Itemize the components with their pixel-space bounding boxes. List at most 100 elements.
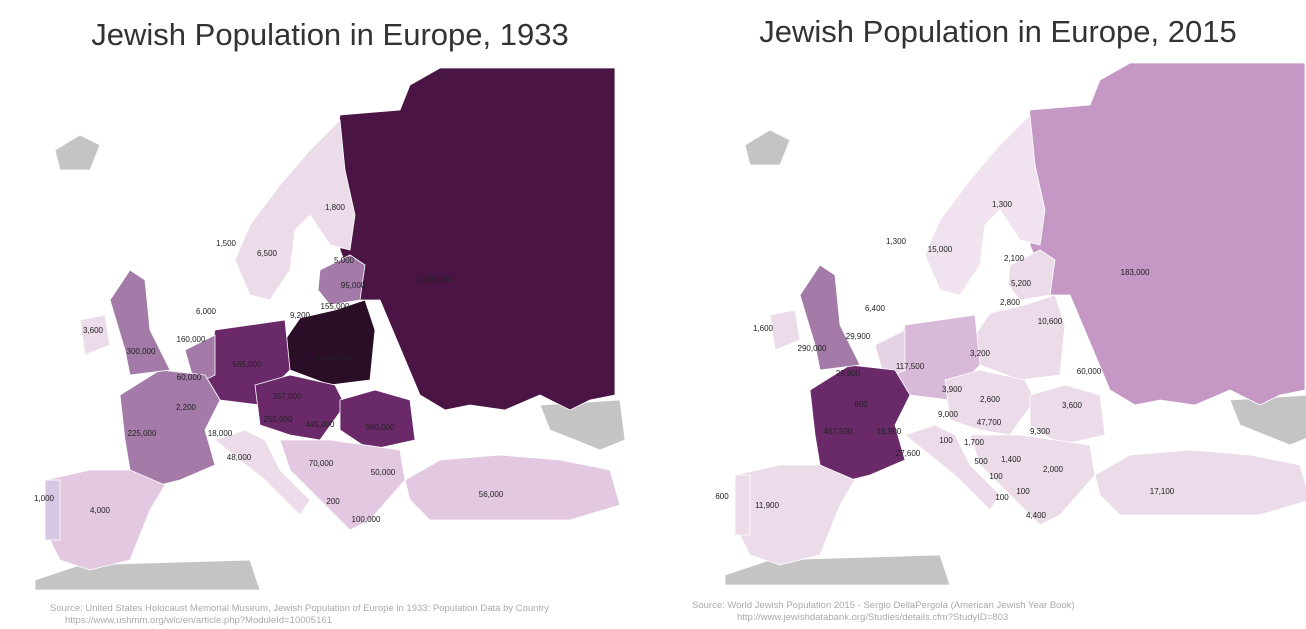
country-label: 445,000 [306, 420, 335, 429]
country [214, 429, 311, 516]
country-label: 1,600 [753, 324, 774, 333]
country [1007, 249, 1056, 301]
country-label: 357,000 [273, 392, 302, 401]
country [539, 399, 626, 451]
country-label: 600 [715, 492, 729, 501]
country-label: 160,000 [177, 335, 206, 344]
country-label: 100 [989, 472, 1003, 481]
source: Source: United States Holocaust Memorial… [50, 603, 549, 614]
country-label: 100 [995, 493, 1009, 502]
country-label: 1,300 [886, 237, 907, 246]
country-label: 500 [974, 457, 988, 466]
country-label: 3,000,000 [315, 354, 351, 363]
country-label: 1,300 [992, 200, 1013, 209]
country [334, 67, 616, 411]
country-label: 5,000 [334, 256, 355, 265]
country-label: 565,000 [233, 360, 262, 369]
country [339, 389, 416, 451]
country-label: 1,500 [216, 239, 237, 248]
country [404, 454, 621, 521]
country-label: 3,600 [1062, 401, 1083, 410]
country-label: 290,000 [798, 344, 827, 353]
country [54, 134, 101, 171]
country [734, 474, 751, 536]
country [44, 469, 166, 571]
country-label: 5,200 [1011, 279, 1032, 288]
country [1029, 384, 1106, 446]
country-label: 155,000 [321, 302, 350, 311]
country-label: 15,000 [928, 245, 953, 254]
country-label: 183,000 [1121, 268, 1150, 277]
country-label: 9,000 [938, 410, 959, 419]
country-label: 4,000 [90, 506, 111, 515]
source-url: http://www.jewishdatabank.org/Studies/de… [737, 612, 1008, 623]
country-label: 1,400 [1001, 455, 1022, 464]
country-label: 18,000 [208, 429, 233, 438]
country-label: 2,000 [1043, 465, 1064, 474]
country-label: 2,600 [980, 395, 1001, 404]
country [969, 434, 1096, 526]
country [109, 269, 171, 376]
country-label: 60,000 [1077, 367, 1102, 376]
country-label: 9,300 [1030, 427, 1051, 436]
country-label: 2,800 [1000, 298, 1021, 307]
country [724, 554, 951, 586]
country [79, 314, 111, 356]
country-label: 27,600 [896, 449, 921, 458]
country-label: 467,500 [824, 427, 853, 436]
country-label: 600 [854, 400, 868, 409]
country [284, 299, 376, 386]
country-label: 9,200 [290, 311, 311, 320]
country-label: 250,000 [264, 415, 293, 424]
country-label: 3,200 [970, 349, 991, 358]
country [734, 464, 856, 566]
country [974, 294, 1066, 381]
country [234, 119, 356, 301]
country [1229, 394, 1306, 446]
country-label: 47,700 [977, 418, 1002, 427]
country [744, 129, 791, 166]
country-label: 18,900 [877, 427, 902, 436]
country-label: 100 [939, 436, 953, 445]
country [44, 479, 61, 541]
country-label: 10,600 [1038, 317, 1063, 326]
country-label: 117,500 [896, 362, 925, 371]
country [924, 114, 1046, 296]
map-1933 [34, 67, 626, 591]
country-label: 3,600 [83, 326, 104, 335]
country [279, 439, 406, 531]
country [809, 364, 911, 481]
country-label: 29,900 [846, 332, 871, 341]
country-label: 3,900 [942, 385, 963, 394]
country-label: 6,000 [196, 307, 217, 316]
country [769, 309, 801, 351]
country-label: 56,000 [479, 490, 504, 499]
country-label: 1,700 [964, 438, 985, 447]
map-2015 [724, 62, 1306, 586]
country [904, 424, 1001, 511]
country-label: 100,000 [352, 515, 381, 524]
country-label: 11,900 [755, 501, 779, 510]
country-label: 6,500 [257, 249, 278, 258]
map-title: Jewish Population in Europe, 2015 [759, 14, 1236, 49]
country-label: 4,400 [1026, 511, 1047, 520]
country-label: 2,100 [1004, 254, 1025, 263]
country-label: 6,400 [865, 304, 886, 313]
country [119, 369, 221, 486]
country-label: 100 [1016, 487, 1030, 496]
country [944, 369, 1036, 436]
country [317, 254, 366, 306]
country-label: 300,000 [127, 347, 156, 356]
country-label: 60,000 [177, 373, 202, 382]
country [1094, 449, 1306, 516]
country-label: 95,000 [341, 281, 366, 290]
source: Source: World Jewish Population 2015 - S… [692, 600, 1075, 611]
country-label: 2,525,000 [416, 275, 452, 284]
country-label: 17,100 [1150, 487, 1175, 496]
source-url: https://www.ushmm.org/wlc/en/article.php… [65, 615, 332, 626]
country-label: 29,800 [836, 369, 861, 378]
country-label: 48,000 [227, 453, 252, 462]
country [34, 559, 261, 591]
